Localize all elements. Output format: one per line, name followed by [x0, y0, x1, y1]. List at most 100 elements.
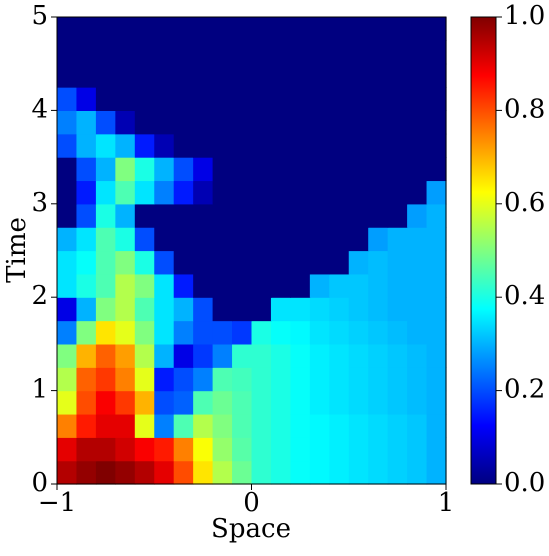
heat-cell	[348, 413, 369, 438]
heat-cell	[251, 133, 272, 158]
heat-cell	[173, 297, 194, 322]
heat-cell	[426, 273, 447, 298]
heat-cell	[134, 250, 155, 275]
heat-cell	[212, 203, 233, 228]
heat-cell	[329, 40, 350, 65]
heat-cell	[76, 17, 97, 41]
heat-cell	[270, 367, 291, 392]
heat-cell	[115, 343, 136, 368]
heat-cell	[193, 157, 214, 182]
heat-cell	[193, 367, 214, 392]
heat-cell	[387, 273, 408, 298]
heat-cell	[212, 437, 233, 462]
heat-cell	[232, 180, 253, 205]
heat-cell	[270, 250, 291, 275]
heat-cell	[348, 273, 369, 298]
heat-cell	[270, 273, 291, 298]
heat-cell	[407, 297, 428, 322]
heat-cell	[368, 110, 389, 135]
heat-cell	[348, 297, 369, 322]
heat-cell	[193, 460, 214, 485]
heat-cell	[290, 203, 311, 228]
heat-cell	[154, 367, 175, 392]
heat-cell	[426, 133, 447, 158]
heat-cell	[115, 40, 136, 65]
x-tick-label: 1	[438, 488, 455, 518]
heat-cell	[348, 157, 369, 182]
heat-cell	[134, 297, 155, 322]
heat-cell	[387, 157, 408, 182]
heat-cell	[290, 40, 311, 65]
heat-cell	[115, 63, 136, 88]
heat-cell	[270, 87, 291, 111]
heat-cell	[212, 390, 233, 415]
x-tick-label: −1	[38, 488, 76, 518]
heat-cell	[407, 390, 428, 415]
heat-cell	[232, 227, 253, 252]
heat-cell	[212, 227, 233, 252]
heat-cell	[407, 250, 428, 275]
heat-cell	[115, 367, 136, 392]
heat-cell	[270, 63, 291, 88]
heat-cell	[154, 413, 175, 438]
heat-cell	[329, 87, 350, 111]
heat-cell	[251, 87, 272, 111]
heat-cell	[348, 227, 369, 252]
heat-cell	[232, 133, 253, 158]
heat-cell	[232, 110, 253, 135]
heat-cell	[57, 63, 78, 88]
heat-cell	[290, 437, 311, 462]
heat-cell	[407, 273, 428, 298]
heat-cell	[57, 297, 78, 322]
heat-cell	[212, 460, 233, 485]
heat-cell	[212, 133, 233, 158]
y-axis-label: Time	[2, 217, 32, 283]
heat-cell	[407, 87, 428, 111]
heat-cell	[76, 227, 97, 252]
heat-cell	[348, 180, 369, 205]
heat-cell	[95, 133, 116, 158]
heat-cell	[329, 63, 350, 88]
heat-cell	[426, 110, 447, 135]
heat-cell	[309, 17, 330, 41]
heat-cell	[173, 320, 194, 345]
heat-cell	[387, 297, 408, 322]
heat-cell	[251, 343, 272, 368]
heat-cell	[426, 87, 447, 111]
heat-cell	[115, 227, 136, 252]
heat-cell	[154, 110, 175, 135]
heat-cell	[173, 367, 194, 392]
heat-cell	[348, 343, 369, 368]
heat-cell	[76, 157, 97, 182]
heat-cell	[407, 133, 428, 158]
heat-cell	[368, 343, 389, 368]
heat-cell	[387, 87, 408, 111]
heat-cell	[154, 273, 175, 298]
heat-cell	[407, 157, 428, 182]
heat-cell	[193, 227, 214, 252]
heat-cell	[251, 413, 272, 438]
heat-cell	[154, 320, 175, 345]
heat-cell	[154, 390, 175, 415]
heat-cell	[115, 413, 136, 438]
heat-cell	[57, 437, 78, 462]
heat-cell	[407, 227, 428, 252]
heat-cell	[134, 227, 155, 252]
heat-cell	[270, 110, 291, 135]
heat-cell	[387, 437, 408, 462]
heat-cell	[329, 110, 350, 135]
heat-cell	[76, 297, 97, 322]
heat-cell	[134, 40, 155, 65]
heat-cell	[212, 320, 233, 345]
heat-cell	[426, 413, 447, 438]
heat-cell	[76, 133, 97, 158]
heat-cell	[368, 133, 389, 158]
heat-cell	[134, 87, 155, 111]
heat-cell	[309, 133, 330, 158]
heat-cell	[251, 250, 272, 275]
heat-cell	[329, 390, 350, 415]
heat-cell	[95, 320, 116, 345]
heat-cell	[95, 367, 116, 392]
heat-cell	[387, 320, 408, 345]
heat-cell	[387, 413, 408, 438]
